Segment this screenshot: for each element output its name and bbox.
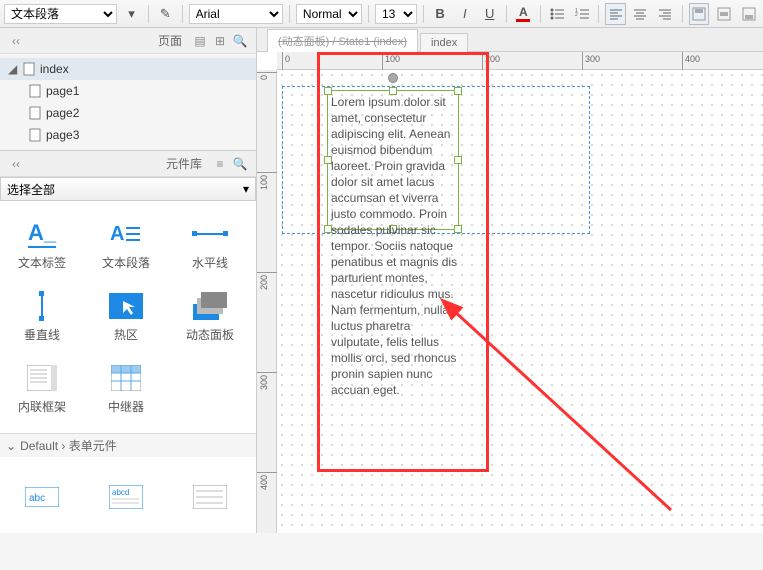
pages-tree: ◢ index page1 page2 page3 xyxy=(0,54,256,150)
lib-text-label[interactable]: A_文本标签 xyxy=(0,209,84,281)
tab-active[interactable]: (动态面板) / State1 (index) xyxy=(267,29,418,52)
size-select[interactable]: 13 xyxy=(375,4,417,24)
add-page-icon[interactable]: ▤ xyxy=(190,34,210,48)
tab-bar: (动态面板) / State1 (index) index xyxy=(257,28,763,52)
page-icon xyxy=(28,128,42,142)
tree-item[interactable]: page2 xyxy=(0,102,256,124)
library-panel: ‹‹ 元件库 ≡ 🔍 选择全部 ▾ A_文本标签 A文本段落 水平线 垂直线 热… xyxy=(0,150,256,533)
annotation-rect xyxy=(317,52,489,472)
pages-panel-header: ‹‹ 页面 ▤ ⊞ 🔍 xyxy=(0,28,256,54)
text-color-button[interactable]: A xyxy=(513,3,534,25)
library-panel-title: 元件库 xyxy=(26,155,210,172)
lib-h-line[interactable]: 水平线 xyxy=(168,209,252,281)
svg-text:abc: abc xyxy=(29,493,45,504)
tree-root[interactable]: ◢ index xyxy=(0,58,256,80)
bold-button[interactable]: B xyxy=(430,3,451,25)
weight-select[interactable]: Normal xyxy=(296,4,362,24)
lib-dynamic-panel[interactable]: 动态面板 xyxy=(168,281,252,353)
add-folder-icon[interactable]: ⊞ xyxy=(210,34,230,48)
number-list-icon[interactable]: 12 xyxy=(572,3,593,25)
font-select[interactable]: Arial xyxy=(189,4,283,24)
library-select[interactable]: 选择全部 ▾ xyxy=(0,177,256,201)
italic-button[interactable]: I xyxy=(454,3,475,25)
pages-panel-title: 页面 xyxy=(26,32,190,49)
ruler-vertical: 0100200300400 xyxy=(257,70,277,533)
search-icon[interactable]: 🔍 xyxy=(230,157,250,171)
align-right-icon[interactable] xyxy=(655,3,676,25)
valign-middle-icon[interactable] xyxy=(713,3,734,25)
canvas-area: (动态面板) / State1 (index) index 0100200300… xyxy=(257,28,763,533)
lib-form-2[interactable]: abcd xyxy=(84,461,168,533)
valign-top-icon[interactable] xyxy=(689,3,710,25)
align-center-icon[interactable] xyxy=(630,3,651,25)
underline-button[interactable]: U xyxy=(479,3,500,25)
svg-text:A: A xyxy=(110,223,124,245)
tab-index[interactable]: index xyxy=(420,33,468,52)
style-select[interactable]: 文本段落 xyxy=(4,4,117,24)
tree-item[interactable]: page1 xyxy=(0,80,256,102)
svg-text:2: 2 xyxy=(575,12,578,18)
tree-root-label: index xyxy=(40,62,69,76)
valign-bottom-icon[interactable] xyxy=(738,3,759,25)
menu-icon[interactable]: ≡ xyxy=(210,157,230,171)
lib-text-paragraph[interactable]: A文本段落 xyxy=(84,209,168,281)
lib-form-1[interactable]: abc xyxy=(0,461,84,533)
svg-text:abcd: abcd xyxy=(112,488,129,497)
tree-item[interactable]: page3 xyxy=(0,124,256,146)
top-toolbar: 文本段落 ▾ ✎ Arial Normal 13 B I U A 12 xyxy=(0,0,763,28)
lib-inline-frame[interactable]: 内联框架 xyxy=(0,353,84,425)
lib-repeater[interactable]: 中继器 xyxy=(84,353,168,425)
canvas[interactable]: Lorem ipsum dolor sit amet, consectetur … xyxy=(277,70,763,533)
lib-form-3[interactable] xyxy=(168,461,252,533)
format-painter-icon[interactable]: ✎ xyxy=(155,3,176,25)
library-grid-form: abc abcd xyxy=(0,457,256,533)
library-panel-header: ‹‹ 元件库 ≡ 🔍 xyxy=(0,151,256,177)
page-icon xyxy=(28,106,42,120)
lib-v-line[interactable]: 垂直线 xyxy=(0,281,84,353)
collapse-icon[interactable]: ‹‹ xyxy=(6,157,26,171)
section-form-elements[interactable]: ⌄Default › 表单元件 xyxy=(0,433,256,457)
left-sidebar: ‹‹ 页面 ▤ ⊞ 🔍 ◢ index page1 page2 page3 ‹‹… xyxy=(0,28,257,533)
search-icon[interactable]: 🔍 xyxy=(230,34,250,48)
bullet-list-icon[interactable] xyxy=(547,3,568,25)
page-icon xyxy=(22,62,36,76)
chevron-down-icon: ▾ xyxy=(243,182,249,196)
style-dropdown-icon[interactable]: ▾ xyxy=(121,3,142,25)
collapse-icon[interactable]: ‹‹ xyxy=(6,34,26,48)
align-left-icon[interactable] xyxy=(605,3,626,25)
tree-toggle-icon[interactable]: ◢ xyxy=(8,62,22,76)
lib-hotspot[interactable]: 热区 xyxy=(84,281,168,353)
page-icon xyxy=(28,84,42,98)
library-grid: A_文本标签 A文本段落 水平线 垂直线 热区 动态面板 内联框架 中继器 xyxy=(0,201,256,433)
